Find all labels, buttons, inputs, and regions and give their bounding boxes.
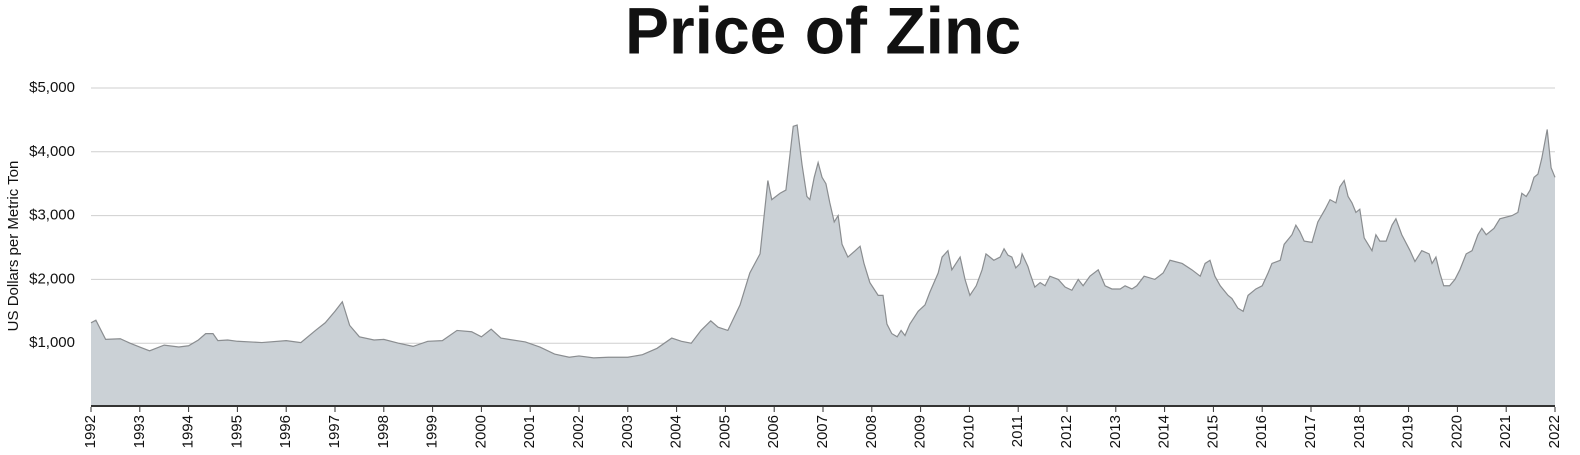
y-tick-label: $3,000 [29,207,75,224]
x-tick-label: 2011 [1009,415,1026,447]
y-axis-label: US Dollars per Metric Ton [5,161,22,332]
x-tick-label: 2019 [1400,415,1417,448]
x-tick-label: 2008 [863,415,880,448]
y-tick-label: $4,000 [29,143,75,160]
x-tick-label: 1998 [375,415,392,448]
y-tick-label: $1,000 [29,334,75,351]
x-tick-label: 2003 [619,415,636,448]
x-tick-label: 2022 [1546,415,1563,448]
x-tick-label: 2020 [1448,415,1465,448]
line [90,124,1556,359]
area [91,125,1555,407]
x-tick-label: 2009 [912,415,929,448]
x-tick-label: 2001 [521,415,538,448]
x-tick-label: 2004 [668,415,685,448]
x-tick-label: 2006 [765,415,782,448]
x-tick-label: 1997 [326,415,343,448]
x-tick-label: 2021 [1497,415,1514,448]
chart-title: Price of Zinc [625,0,1021,67]
y-tick-label: $2,000 [29,270,75,287]
x-tick-label: 2018 [1351,415,1368,448]
x-tick-label: 1992 [82,415,99,448]
x-tick-label: 1996 [277,415,294,448]
x-tick-label: 2013 [1107,415,1124,448]
x-tick-label: 2002 [570,415,587,448]
x-tick-label: 1995 [228,415,245,448]
x-tick-label: 2017 [1302,415,1319,448]
x-tick-label: 2000 [472,415,489,448]
y-tick-label: $5,000 [29,79,75,96]
x-tick-label: 2010 [960,415,977,448]
x-tick-label: 2005 [716,415,733,448]
x-tick-label: 1994 [180,415,197,448]
x-tick-label: 1999 [424,415,441,448]
x-tick-label: 2007 [814,415,831,448]
x-tick-label: 2015 [1204,415,1221,448]
x-tick-label: 2012 [1058,415,1075,448]
x-tick-label: 1993 [131,415,148,448]
x-tick-label: 2014 [1156,415,1173,448]
x-tick-label: 2016 [1253,415,1270,448]
